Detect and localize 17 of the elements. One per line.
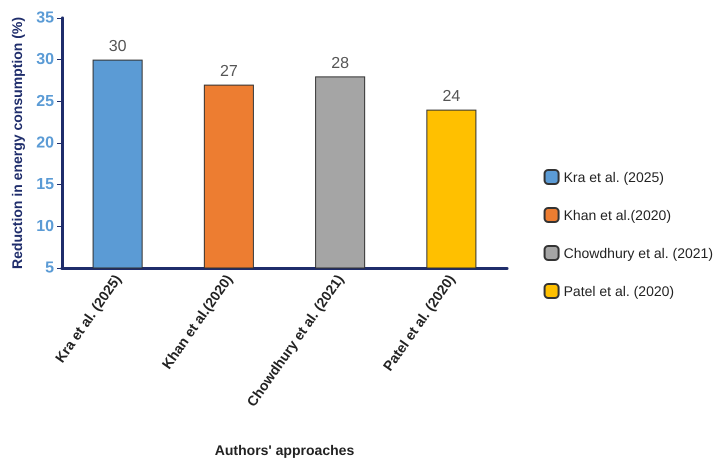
x-axis-title: Authors' approaches bbox=[214, 442, 354, 458]
legend-label: Kra et al. (2025) bbox=[564, 169, 664, 185]
y-tick-label: 15 bbox=[36, 176, 54, 194]
y-tick-label: 5 bbox=[45, 260, 54, 276]
data-label: 30 bbox=[108, 38, 127, 56]
y-tick-label: 35 bbox=[36, 10, 54, 26]
y-tick-label: 30 bbox=[36, 51, 54, 68]
legend-label: Patel et al. (2020) bbox=[564, 283, 674, 299]
y-tick-label: 20 bbox=[36, 134, 54, 152]
y-tick-label: 25 bbox=[36, 92, 54, 110]
data-label: 28 bbox=[331, 54, 350, 72]
data-label: 27 bbox=[220, 63, 238, 80]
y-axis-title: Reduction in energy consumption (%) bbox=[8, 16, 25, 270]
legend-label: Khan et al.(2020) bbox=[564, 207, 671, 223]
data-label: 24 bbox=[442, 88, 460, 106]
legend-label: Chowdhury et al. (2021) bbox=[564, 245, 714, 261]
y-tick-label: 10 bbox=[36, 218, 54, 235]
